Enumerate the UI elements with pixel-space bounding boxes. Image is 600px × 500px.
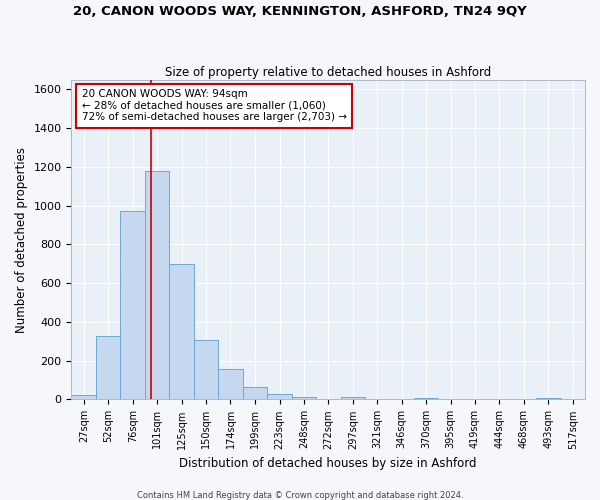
Bar — [169, 264, 194, 400]
Y-axis label: Number of detached properties: Number of detached properties — [15, 146, 28, 332]
Text: 20, CANON WOODS WAY, KENNINGTON, ASHFORD, TN24 9QY: 20, CANON WOODS WAY, KENNINGTON, ASHFORD… — [73, 5, 527, 18]
X-axis label: Distribution of detached houses by size in Ashford: Distribution of detached houses by size … — [179, 457, 477, 470]
Text: Contains HM Land Registry data © Crown copyright and database right 2024.: Contains HM Land Registry data © Crown c… — [137, 490, 463, 500]
Bar — [243, 387, 268, 400]
Title: Size of property relative to detached houses in Ashford: Size of property relative to detached ho… — [165, 66, 491, 78]
Bar — [414, 398, 439, 400]
Bar — [194, 340, 218, 400]
Bar — [218, 370, 243, 400]
Bar — [145, 171, 169, 400]
Bar — [268, 394, 292, 400]
Bar — [536, 398, 560, 400]
Bar — [292, 396, 316, 400]
Bar — [97, 336, 120, 400]
Bar — [341, 397, 365, 400]
Text: 20 CANON WOODS WAY: 94sqm
← 28% of detached houses are smaller (1,060)
72% of se: 20 CANON WOODS WAY: 94sqm ← 28% of detac… — [82, 90, 347, 122]
Bar — [71, 394, 97, 400]
Bar — [120, 212, 145, 400]
